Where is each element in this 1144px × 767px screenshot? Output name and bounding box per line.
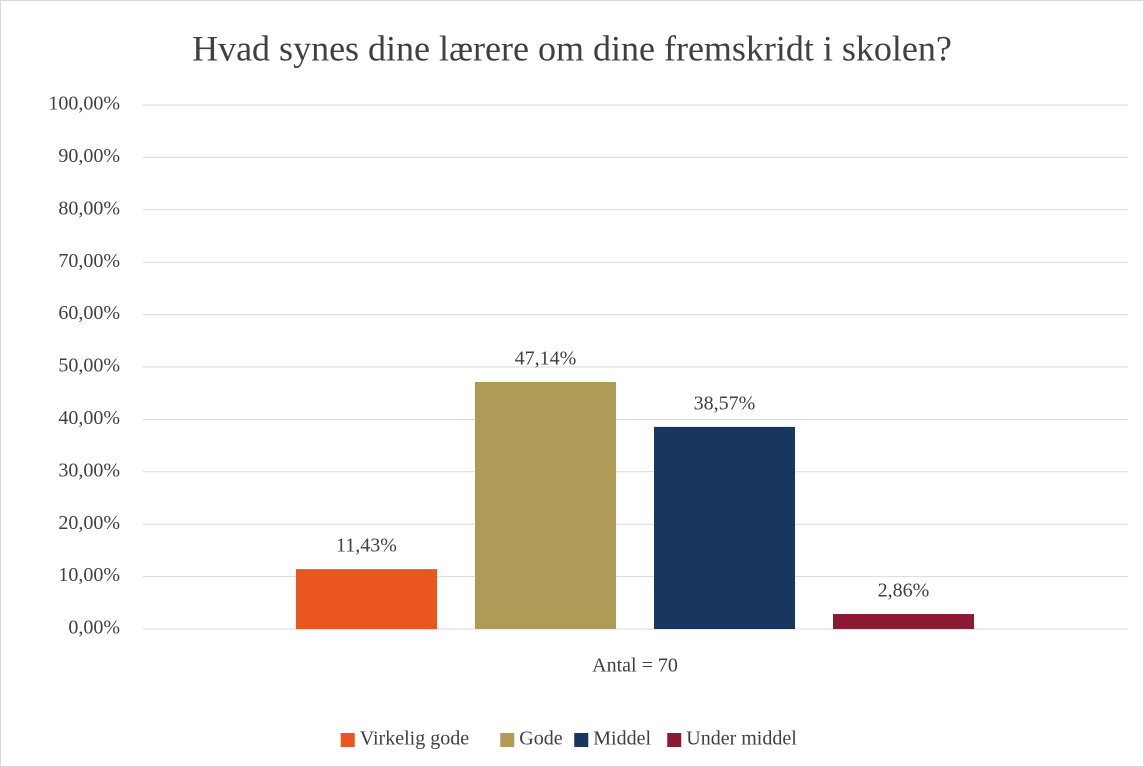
bar xyxy=(654,426,795,629)
x-tick-label: Antal = 70 xyxy=(592,655,678,677)
legend-swatch xyxy=(667,733,682,747)
legend-label: Under middel xyxy=(686,728,797,750)
y-tick-label: 60,00% xyxy=(58,302,120,324)
y-tick-label: 80,00% xyxy=(58,197,120,219)
data-label: 11,43% xyxy=(336,535,397,557)
y-tick-label: 40,00% xyxy=(58,407,120,429)
legend-label: Gode xyxy=(519,728,562,750)
legend-swatch xyxy=(500,733,515,747)
y-tick-label: 0,00% xyxy=(68,617,120,639)
data-label: 47,14% xyxy=(515,348,577,370)
y-tick-label: 90,00% xyxy=(58,145,120,167)
legend-label: Middel xyxy=(593,728,651,750)
legend-label: Virkelig gode xyxy=(360,728,469,750)
bar xyxy=(475,381,616,629)
bar xyxy=(833,614,974,629)
legend-swatch xyxy=(340,733,355,747)
data-label: 38,57% xyxy=(694,392,756,414)
y-tick-label: 30,00% xyxy=(58,459,120,481)
y-tick-label: 10,00% xyxy=(58,564,120,586)
y-tick-label: 50,00% xyxy=(58,355,120,377)
y-tick-label: 100,00% xyxy=(48,93,120,115)
y-tick-label: 70,00% xyxy=(58,250,120,272)
data-label: 2,86% xyxy=(878,580,930,602)
y-tick-label: 20,00% xyxy=(58,512,120,534)
bar xyxy=(296,569,437,629)
legend-swatch xyxy=(574,733,589,747)
chart-title: Hvad synes dine lærere om dine fremskrid… xyxy=(192,28,952,68)
